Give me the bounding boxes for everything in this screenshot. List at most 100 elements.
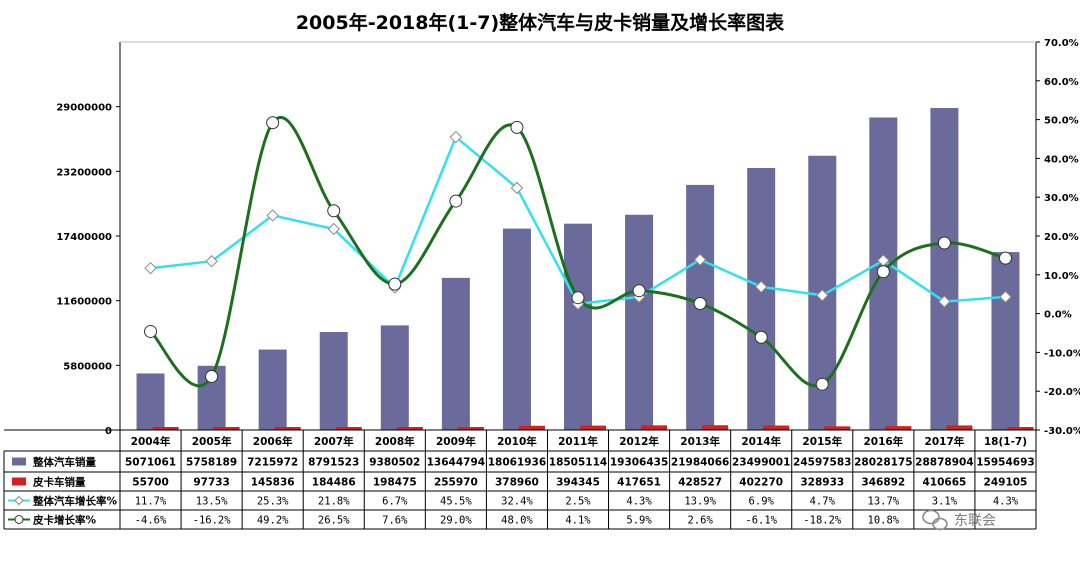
lines bbox=[144, 116, 1012, 391]
data-label: 346892 bbox=[861, 477, 905, 489]
bar-pickup-sales bbox=[335, 427, 362, 430]
data-label: 11.7% bbox=[135, 496, 167, 508]
data-label: 4.3% bbox=[626, 496, 652, 508]
legend-key-marker bbox=[14, 495, 24, 506]
legend-key-bar bbox=[12, 477, 26, 486]
data-label: 48.0% bbox=[501, 515, 533, 527]
legend-key-marker bbox=[14, 515, 24, 524]
data-label: 28028175 bbox=[854, 457, 912, 469]
category-label: 2011年 bbox=[558, 435, 598, 448]
line-pickup-growth bbox=[149, 116, 1006, 388]
data-label: 249105 bbox=[984, 477, 1028, 489]
legend-key-bar bbox=[12, 457, 26, 466]
category-label: 2013年 bbox=[680, 435, 720, 448]
legend-series-name: 整体汽车销量 bbox=[32, 456, 96, 469]
left-tick-label: 0 bbox=[105, 426, 112, 437]
data-label: 13.9% bbox=[684, 496, 716, 508]
right-tick-label: -30.0% bbox=[1044, 426, 1080, 437]
point-total-growth bbox=[449, 130, 463, 144]
bar-pickup-sales bbox=[1007, 427, 1034, 430]
data-label: -16.2% bbox=[193, 515, 232, 527]
bar-total-sales bbox=[564, 223, 592, 430]
data-label: -18.2% bbox=[803, 515, 842, 527]
data-label: 328933 bbox=[800, 477, 844, 489]
data-label: 45.5% bbox=[440, 496, 472, 508]
point-pickup-growth bbox=[815, 377, 829, 391]
data-label: 18061936 bbox=[488, 457, 546, 469]
point-total-growth bbox=[816, 289, 829, 302]
right-tick-label: 20.0% bbox=[1044, 232, 1079, 243]
bar-total-sales bbox=[441, 277, 470, 430]
data-label: 402270 bbox=[739, 477, 783, 489]
point-total-growth bbox=[754, 280, 768, 294]
data-label: 6.9% bbox=[749, 496, 775, 508]
category-label: 2012年 bbox=[619, 435, 659, 448]
bar-pickup-sales bbox=[518, 425, 545, 430]
point-total-growth bbox=[266, 209, 279, 222]
category-label: 2004年 bbox=[131, 435, 171, 448]
point-total-growth bbox=[205, 255, 218, 268]
data-label: 8791523 bbox=[308, 457, 359, 469]
data-label: 5071061 bbox=[125, 457, 176, 469]
point-total-growth bbox=[693, 253, 707, 266]
data-label: 2.6% bbox=[687, 515, 713, 527]
legend-series-name: 皮卡车销量 bbox=[32, 476, 86, 489]
data-table: 2004年 2005年 2006年 2007年 2008年 2009年 2010年 2011年… bbox=[3, 429, 1037, 530]
bar-pickup-sales bbox=[396, 427, 423, 430]
data-label: 410665 bbox=[922, 477, 966, 489]
left-tick-label: 11600000 bbox=[56, 297, 112, 308]
point-pickup-growth bbox=[693, 297, 707, 311]
data-label: 428527 bbox=[678, 477, 722, 489]
bar-pickup-sales bbox=[213, 427, 240, 430]
bar-total-sales bbox=[502, 228, 531, 430]
watermark: 东联会 bbox=[922, 509, 996, 531]
data-label: 97733 bbox=[193, 477, 230, 489]
bar-total-sales bbox=[930, 108, 959, 430]
right-tick-label: -10.0% bbox=[1044, 348, 1080, 359]
data-label: 394345 bbox=[556, 477, 600, 489]
category-label: 18(1-7) bbox=[984, 436, 1027, 448]
data-label: 184486 bbox=[312, 477, 356, 489]
data-label: 4.7% bbox=[810, 496, 836, 508]
point-pickup-growth bbox=[510, 120, 524, 134]
left-tick-label: 23200000 bbox=[56, 167, 112, 178]
data-label: 55700 bbox=[132, 477, 169, 489]
bar-pickup-sales bbox=[946, 425, 973, 430]
point-pickup-growth bbox=[449, 194, 463, 208]
bar-pickup-sales bbox=[885, 426, 912, 430]
right-tick-label: 0.0% bbox=[1044, 310, 1072, 321]
data-label: 21984066 bbox=[671, 457, 729, 469]
data-label: 29.0% bbox=[440, 515, 472, 527]
point-pickup-growth bbox=[144, 324, 158, 338]
data-label: 26.5% bbox=[318, 515, 350, 527]
data-label: 19306435 bbox=[610, 457, 668, 469]
bar-total-sales bbox=[319, 331, 348, 430]
data-label: 13.7% bbox=[868, 496, 900, 508]
data-label: -4.6% bbox=[135, 515, 167, 527]
left-tick-label: 5800000 bbox=[63, 361, 112, 372]
data-label: 13644794 bbox=[427, 457, 485, 469]
bar-total-sales bbox=[625, 214, 654, 430]
point-total-growth bbox=[327, 222, 340, 236]
data-label: 145836 bbox=[251, 477, 295, 489]
bar-pickup-sales bbox=[702, 425, 729, 430]
right-tick-label: -20.0% bbox=[1044, 387, 1080, 398]
category-label: 2009年 bbox=[436, 435, 476, 448]
data-label: 18505114 bbox=[549, 457, 607, 469]
data-label: 32.4% bbox=[501, 496, 533, 508]
left-tick-label: 29000000 bbox=[56, 103, 112, 114]
bar-pickup-sales bbox=[641, 425, 668, 430]
point-pickup-growth bbox=[571, 291, 585, 305]
category-label: 2014年 bbox=[741, 435, 781, 448]
bar-total-sales bbox=[380, 325, 409, 430]
data-label: 4.1% bbox=[565, 515, 591, 527]
data-label: 7215972 bbox=[247, 457, 298, 469]
point-total-growth bbox=[938, 295, 951, 308]
right-tick-label: 60.0% bbox=[1044, 77, 1079, 88]
bar-total-sales bbox=[136, 373, 165, 430]
right-tick-label: 40.0% bbox=[1044, 154, 1079, 165]
data-label: -6.1% bbox=[745, 515, 777, 527]
right-tick-label: 10.0% bbox=[1044, 271, 1079, 282]
data-label: 23499001 bbox=[732, 457, 790, 469]
data-label: 24597583 bbox=[793, 457, 851, 469]
